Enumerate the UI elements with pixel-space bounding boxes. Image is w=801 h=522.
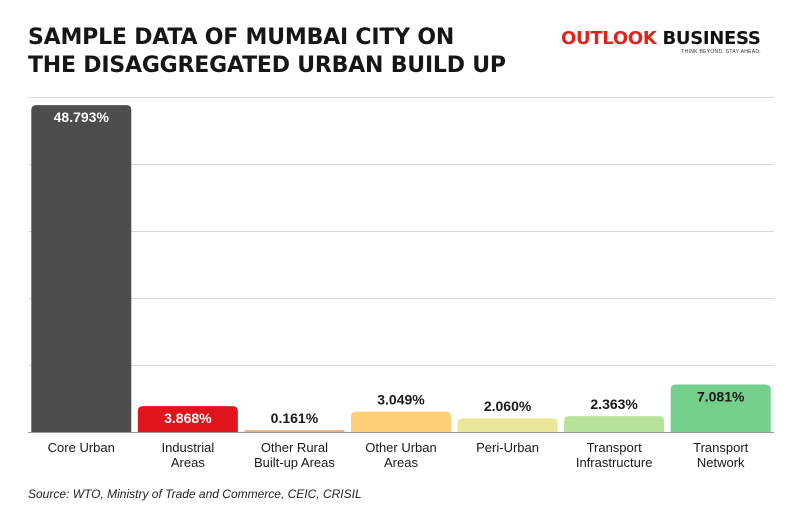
title-line-1: SAMPLE DATA OF MUMBAI CITY ON xyxy=(28,25,455,50)
data-label: 7.081% xyxy=(697,389,745,405)
category-label: Built-up Areas xyxy=(254,455,335,470)
brand-name-part1: OUTLOOK xyxy=(561,28,657,49)
data-label: 3.049% xyxy=(377,392,425,408)
chart-title: SAMPLE DATA OF MUMBAI CITY ON THE DISAGG… xyxy=(28,24,506,80)
category-label: Transport xyxy=(587,440,643,455)
category-label: Other Rural xyxy=(261,440,328,455)
brand-name-part2: BUSINESS xyxy=(662,28,761,49)
data-label: 3.868% xyxy=(164,410,212,426)
brand-logo: OUTLOOK BUSINESS THINK BEYOND. STAY AHEA… xyxy=(561,29,771,56)
bar xyxy=(670,384,771,432)
category-label: Areas xyxy=(171,455,205,470)
data-label: 2.363% xyxy=(590,396,638,412)
bar xyxy=(457,418,558,432)
bar xyxy=(31,105,132,432)
data-label: 48.793% xyxy=(54,109,110,125)
bar xyxy=(137,406,238,432)
brand-name: OUTLOOK BUSINESS xyxy=(561,29,771,49)
brand-tagline: THINK BEYOND. STAY AHEAD. xyxy=(681,49,761,55)
data-label: 0.161% xyxy=(271,410,319,426)
category-label: Industrial xyxy=(161,440,214,455)
category-label: Peri-Urban xyxy=(476,440,539,455)
source-note: Source: WTO, Ministry of Trade and Comme… xyxy=(28,487,362,501)
category-label: Core Urban xyxy=(48,440,115,455)
title-line-2: THE DISAGGREGATED URBAN BUILD UP xyxy=(28,53,506,78)
data-label: 2.060% xyxy=(484,398,532,414)
category-label: Areas xyxy=(384,455,418,470)
category-label: Infrastructure xyxy=(576,455,653,470)
bar xyxy=(351,411,451,432)
bar xyxy=(564,416,665,432)
category-label: Other Urban xyxy=(365,440,437,455)
category-label: Transport xyxy=(693,440,749,455)
bar xyxy=(244,430,345,432)
category-label: Network xyxy=(697,455,745,470)
